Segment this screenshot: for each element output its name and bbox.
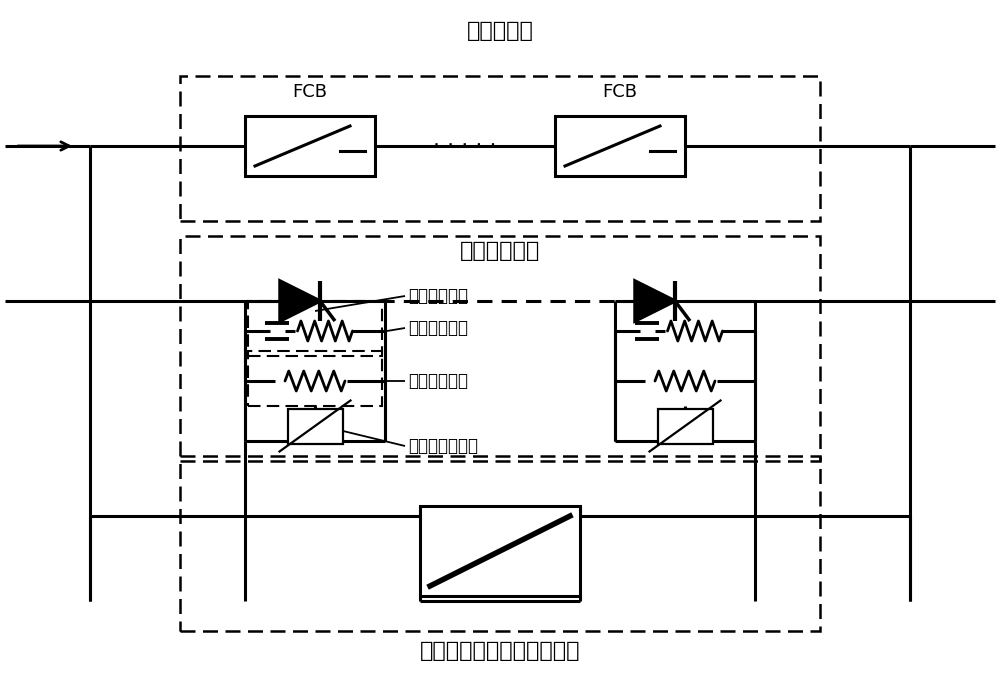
Bar [180, 456, 820, 631]
Bar [248, 301, 382, 356]
Text: FCB: FCB [292, 83, 328, 101]
Text: · · · · ·: · · · · · [433, 136, 497, 156]
Text: 主断路器支路: 主断路器支路 [460, 241, 540, 261]
Text: 主电流支路: 主电流支路 [467, 21, 533, 41]
Text: 过电压保护支路: 过电压保护支路 [408, 437, 478, 455]
Bar [180, 236, 820, 461]
Bar [288, 408, 342, 444]
Bar [555, 116, 685, 176]
Bar [245, 116, 375, 176]
Polygon shape [280, 281, 320, 321]
Bar [658, 408, 712, 444]
Text: 动态均压支路: 动态均压支路 [408, 319, 468, 337]
Text: 电力电子器件: 电力电子器件 [408, 287, 468, 305]
Bar [420, 506, 580, 596]
Bar [180, 76, 820, 221]
Bar [248, 351, 382, 406]
Text: 静态均压支路: 静态均压支路 [408, 372, 468, 390]
Text: 过电压限制和能量吸收支路: 过电压限制和能量吸收支路 [420, 641, 580, 661]
Text: FCB: FCB [602, 83, 638, 101]
Polygon shape [635, 281, 675, 321]
